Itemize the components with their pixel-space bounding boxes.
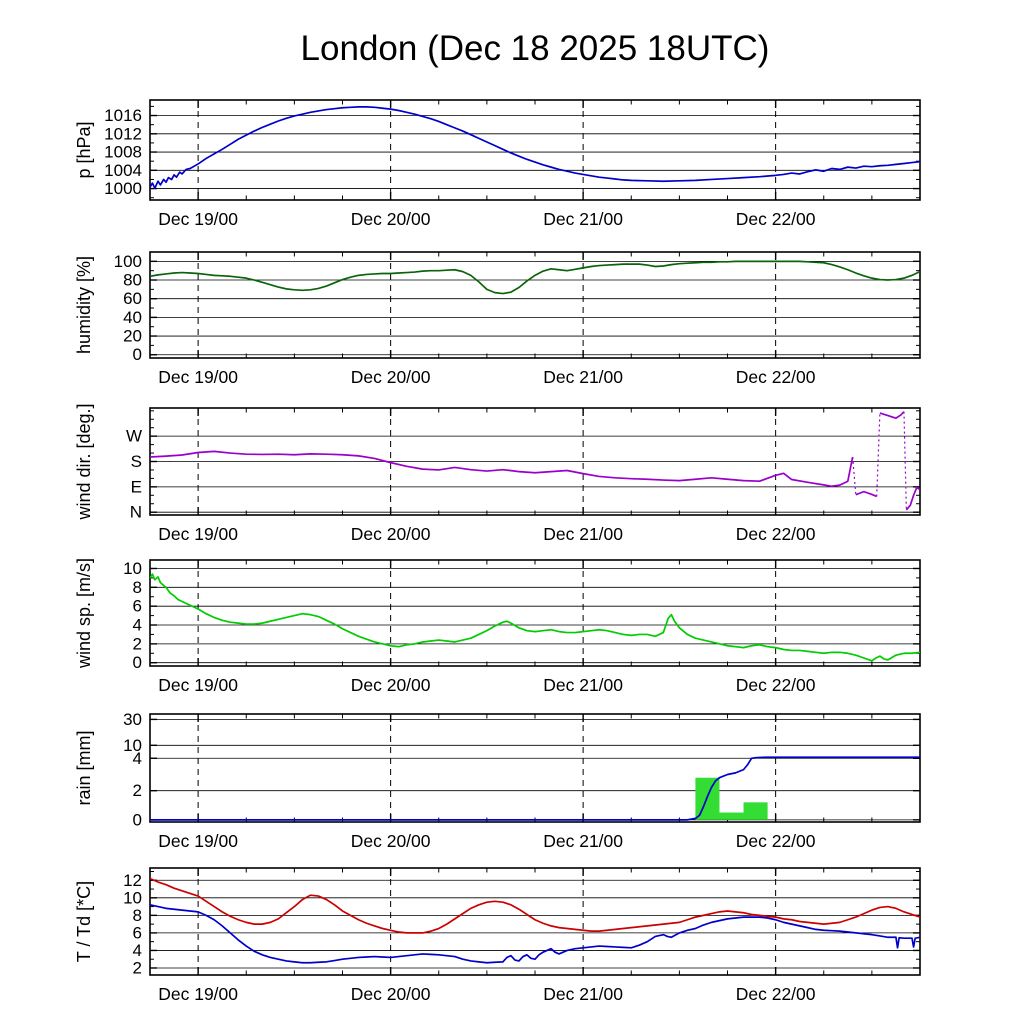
y-tick-label: 4 bbox=[133, 749, 142, 768]
rain-bar bbox=[719, 812, 744, 820]
y-tick-label: 8 bbox=[133, 906, 142, 925]
y-tick-label: N bbox=[130, 503, 142, 522]
x-tick-label: Dec 21/00 bbox=[543, 675, 623, 695]
x-tick-label: Dec 19/00 bbox=[158, 209, 238, 229]
y-tick-label: 0 bbox=[133, 345, 142, 364]
panel-frame bbox=[149, 407, 921, 516]
series-wind direction bbox=[150, 450, 854, 488]
series-wind direction bbox=[855, 490, 878, 498]
panel-frame bbox=[149, 99, 921, 201]
y-tick-label: W bbox=[126, 427, 142, 446]
x-tick-label: Dec 21/00 bbox=[543, 831, 623, 851]
y-axis-title: humidity [%] bbox=[74, 256, 94, 354]
rain-bar bbox=[743, 802, 768, 820]
y-tick-label: 10 bbox=[123, 888, 142, 907]
y-tick-label: 2 bbox=[133, 781, 142, 800]
y-tick-label: 6 bbox=[133, 597, 142, 616]
y-tick-label: 0 bbox=[133, 810, 142, 829]
panel-rain: 0 2 410 30 Dec 19/00 Dec 20/00 Dec 21/00 Dec 22… bbox=[74, 710, 921, 851]
y-tick-label: 1008 bbox=[104, 143, 142, 162]
series-dewpoint bbox=[150, 904, 920, 964]
y-tick-label: 1004 bbox=[104, 161, 142, 180]
y-tick-label: 1012 bbox=[104, 124, 142, 143]
x-tick-label: Dec 19/00 bbox=[158, 984, 238, 1004]
x-tick-label: Dec 21/00 bbox=[543, 524, 623, 544]
x-tick-label: Dec 21/00 bbox=[543, 209, 623, 229]
panel-frame bbox=[149, 867, 921, 976]
y-tick-label: 60 bbox=[123, 289, 142, 308]
x-tick-label: Dec 22/00 bbox=[736, 675, 816, 695]
y-tick-label: 80 bbox=[123, 271, 142, 290]
y-tick-label: 30 bbox=[123, 710, 142, 729]
y-tick-label: 0 bbox=[133, 653, 142, 672]
x-tick-label: Dec 22/00 bbox=[736, 209, 816, 229]
y-tick-label: 12 bbox=[123, 871, 142, 890]
x-tick-label: Dec 20/00 bbox=[351, 984, 431, 1004]
y-axis-title: T / Td [*C] bbox=[74, 881, 94, 962]
x-tick-label: Dec 19/00 bbox=[158, 524, 238, 544]
x-tick-label: Dec 22/00 bbox=[736, 524, 816, 544]
y-axis-title: rain [mm] bbox=[74, 730, 94, 805]
x-tick-label: Dec 22/00 bbox=[736, 831, 816, 851]
panel-frame bbox=[149, 251, 921, 359]
y-axis-title: wind sp. [m/s] bbox=[74, 558, 94, 669]
x-tick-label: Dec 20/00 bbox=[351, 209, 431, 229]
y-axis-title: wind dir. [deg.] bbox=[74, 403, 94, 520]
x-tick-label: Dec 20/00 bbox=[351, 524, 431, 544]
series-wind speed bbox=[150, 573, 920, 662]
x-tick-label: Dec 19/00 bbox=[158, 367, 238, 387]
series-temperature bbox=[150, 877, 920, 934]
x-tick-label: Dec 22/00 bbox=[736, 984, 816, 1004]
y-tick-label: 4 bbox=[133, 616, 142, 635]
panel-frame bbox=[149, 559, 921, 667]
x-tick-label: Dec 20/00 bbox=[351, 831, 431, 851]
panel-frame bbox=[149, 713, 921, 823]
series-accumulated rain bbox=[150, 756, 920, 821]
y-tick-label: 40 bbox=[123, 308, 142, 327]
x-tick-label: Dec 20/00 bbox=[351, 367, 431, 387]
x-tick-label: Dec 19/00 bbox=[158, 675, 238, 695]
x-tick-label: Dec 19/00 bbox=[158, 831, 238, 851]
series-pressure bbox=[150, 105, 920, 189]
x-tick-label: Dec 21/00 bbox=[543, 367, 623, 387]
y-tick-label: 8 bbox=[133, 578, 142, 597]
x-tick-label: Dec 21/00 bbox=[543, 984, 623, 1004]
y-tick-label: 2 bbox=[133, 634, 142, 653]
y-tick-label: 6 bbox=[133, 923, 142, 942]
x-tick-label: Dec 20/00 bbox=[351, 675, 431, 695]
y-tick-label: 100 bbox=[114, 252, 142, 271]
y-tick-label: S bbox=[131, 452, 142, 471]
y-tick-label: 4 bbox=[133, 941, 142, 960]
y-tick-label: 1000 bbox=[104, 179, 142, 198]
y-tick-label: 2 bbox=[133, 958, 142, 977]
y-axis-title: p [hPa] bbox=[74, 121, 94, 178]
y-tick-label: 10 bbox=[123, 736, 142, 755]
y-tick-label: E bbox=[131, 477, 142, 496]
y-tick-label: 20 bbox=[123, 327, 142, 346]
series-wind direction bbox=[879, 411, 905, 419]
chart-title: London (Dec 18 2025 18UTC) bbox=[301, 29, 770, 68]
y-tick-label: 10 bbox=[123, 559, 142, 578]
series-relative humidity bbox=[150, 260, 920, 295]
y-tick-label: 1016 bbox=[104, 106, 142, 125]
series-wind direction bbox=[905, 486, 920, 511]
x-tick-label: Dec 22/00 bbox=[736, 367, 816, 387]
